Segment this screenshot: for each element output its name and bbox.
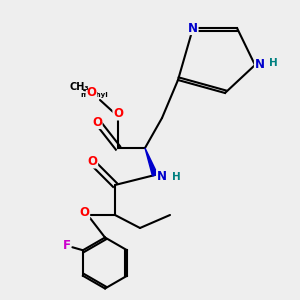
Text: N: N [157, 170, 166, 183]
Text: O: O [86, 86, 97, 100]
Text: methyl: methyl [80, 92, 108, 98]
Text: CH₃: CH₃ [70, 82, 89, 92]
Text: H: H [172, 172, 181, 182]
Text: N: N [188, 22, 198, 34]
Text: O: O [113, 107, 123, 120]
Text: O: O [92, 116, 102, 128]
Text: O: O [88, 155, 98, 168]
Text: N: N [254, 58, 265, 71]
Polygon shape [145, 148, 158, 176]
Text: O: O [80, 206, 90, 219]
Text: F: F [62, 239, 70, 252]
Text: H: H [269, 58, 278, 68]
